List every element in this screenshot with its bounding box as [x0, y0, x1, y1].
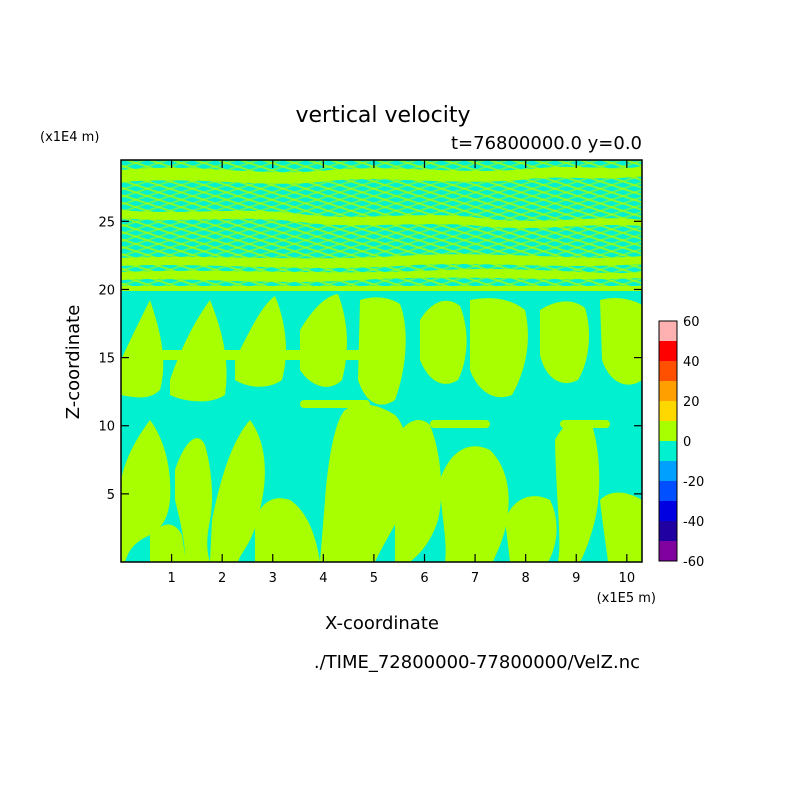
x-axis: 1 2 3 4 5 6 7 8 9 10 [167, 160, 635, 586]
mid-plume [470, 298, 528, 398]
plot-area [121, 160, 642, 562]
y-tick-label: 25 [98, 215, 115, 230]
wave-band [121, 210, 642, 228]
mid-streak [300, 400, 370, 408]
updraft-plume [150, 524, 186, 562]
x-tick-label: 2 [218, 571, 226, 586]
colorbar: 60 40 20 0 -20 -40 -60 [658, 315, 704, 570]
colorbar-label: -20 [683, 475, 704, 490]
colorbar-label: -40 [683, 515, 704, 530]
x-tick-label: 6 [420, 571, 428, 586]
y-axis: 5 10 15 20 25 [98, 215, 642, 503]
x-tick-label: 9 [572, 571, 580, 586]
plot-frame [120, 159, 643, 563]
colorbar-bin [659, 381, 677, 401]
updraft-plume [395, 420, 442, 562]
lower-updrafts [121, 404, 642, 562]
mid-plume [121, 300, 164, 398]
colorbar-bin [659, 421, 677, 441]
y-unit-label: (x1E4 m) [40, 130, 99, 145]
mid-region [121, 294, 642, 428]
mid-streak [140, 350, 380, 360]
colorbar-frame [658, 320, 678, 562]
x-tick-label: 1 [167, 571, 175, 586]
tropopause-band [121, 286, 642, 291]
colorbar-bin [659, 541, 677, 561]
colorbar-bin [659, 321, 677, 341]
colorbar-bin [659, 401, 677, 421]
mid-plume [540, 301, 590, 383]
updraft-plume [600, 492, 642, 562]
y-tick-label: 20 [98, 283, 115, 298]
updraft-plume [210, 420, 265, 562]
mid-plume [600, 297, 642, 385]
colorbar-bin [659, 441, 677, 461]
chart-subtitle: t=76800000.0 y=0.0 [451, 133, 642, 154]
y-tick-label: 10 [98, 420, 115, 435]
mid-plume [300, 294, 347, 387]
x-tick-label: 3 [269, 571, 277, 586]
updraft-plume [505, 496, 557, 562]
x-tick-label: 7 [471, 571, 479, 586]
updraft-plume [255, 498, 320, 562]
x-axis-label: X-coordinate [325, 613, 439, 634]
x-tick-label: 5 [370, 571, 378, 586]
colorbar-label: -60 [683, 555, 704, 570]
y-tick-label: 15 [98, 352, 115, 367]
wave-band [121, 269, 642, 282]
colorbar-bin [659, 341, 677, 361]
y-axis-label: Z-coordinate [63, 305, 84, 420]
updraft-plume [121, 420, 171, 562]
mid-plume [358, 297, 406, 405]
updraft-plume [555, 420, 600, 562]
updraft-plume [320, 404, 409, 562]
x-tick-label: 10 [619, 571, 636, 586]
source-file-label: ./TIME_72800000-77800000/VelZ.nc [314, 652, 640, 673]
y-tick-label: 5 [107, 488, 115, 503]
colorbar-bin [659, 501, 677, 521]
updraft-plume [175, 438, 213, 562]
colorbar-bin [659, 361, 677, 381]
colorbar-bin [659, 461, 677, 481]
wave-band [121, 166, 642, 184]
mid-plume [235, 296, 286, 387]
x-tick-label: 8 [522, 571, 530, 586]
colorbar-bin [659, 481, 677, 501]
wave-region [121, 160, 642, 291]
colorbar-label: 60 [683, 315, 700, 330]
mid-streak [430, 420, 490, 428]
colorbar-label: 40 [683, 355, 700, 370]
colorbar-bin [659, 521, 677, 541]
x-tick-label: 4 [319, 571, 327, 586]
mid-plume [420, 300, 467, 384]
colorbar-label: 0 [683, 435, 691, 450]
chart-title: vertical velocity [295, 103, 470, 128]
updraft-plume [440, 446, 509, 562]
colorbar-label: 20 [683, 395, 700, 410]
wave-band [121, 254, 642, 268]
x-unit-label: (x1E5 m) [597, 591, 656, 606]
